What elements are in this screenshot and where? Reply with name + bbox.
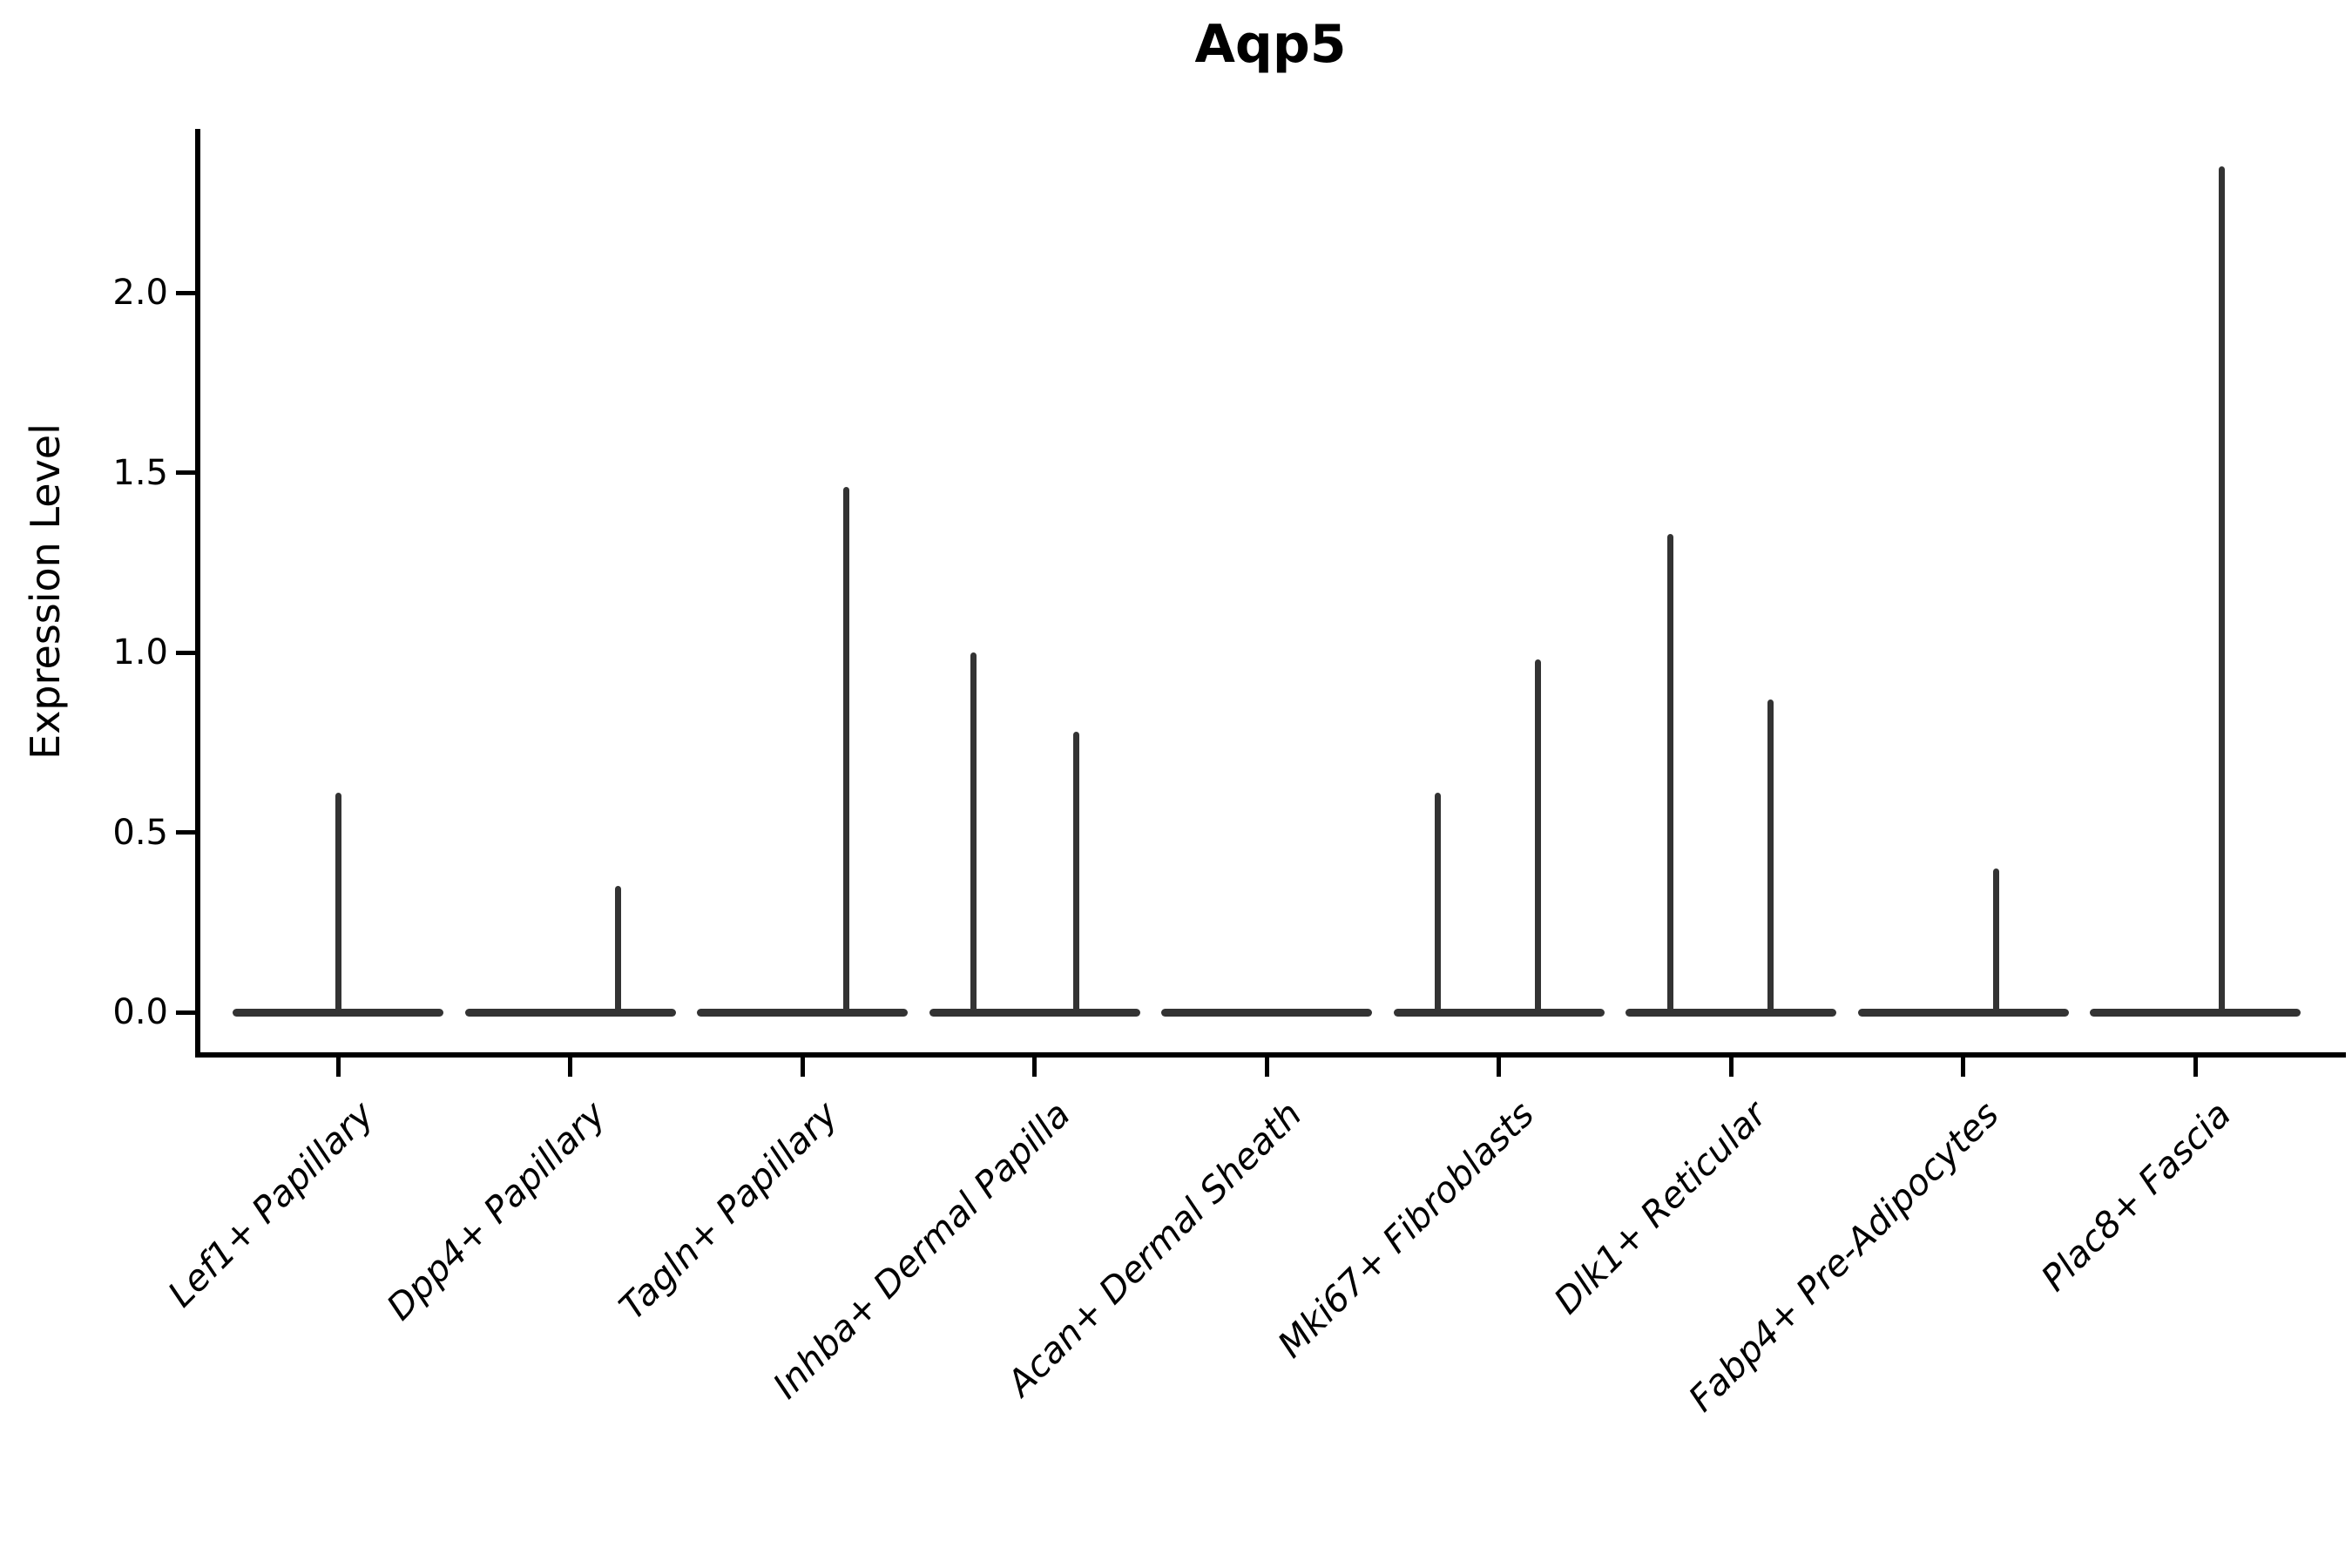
x-tick-mark — [1961, 1058, 1965, 1077]
y-tick-mark — [176, 470, 195, 475]
violin-spike — [1993, 868, 1999, 1012]
violin-spike — [970, 652, 977, 1012]
violin-base — [1161, 1008, 1372, 1017]
violin-base — [2090, 1008, 2301, 1017]
violin-spike — [1435, 793, 1441, 1012]
y-tick-mark — [176, 650, 195, 655]
x-tick-mark — [800, 1058, 805, 1077]
violin-base — [233, 1008, 443, 1017]
violin-base — [1393, 1008, 1605, 1017]
y-tick-mark — [176, 290, 195, 295]
violin-base — [1625, 1008, 1836, 1017]
x-tick-mark — [1728, 1058, 1734, 1077]
x-tick-mark — [1032, 1058, 1037, 1077]
violin-spike — [1073, 731, 1079, 1012]
x-tick-mark — [568, 1058, 572, 1077]
violin-base — [464, 1008, 676, 1017]
violin-spike — [1666, 533, 1673, 1012]
violin-base — [697, 1008, 908, 1017]
violin-spike — [2218, 166, 2225, 1012]
x-tick-label: Tagln+ Papillary — [611, 1093, 846, 1328]
y-tick-mark — [176, 830, 195, 835]
y-tick-label: 0.0 — [112, 992, 168, 1032]
violin-spike — [335, 793, 341, 1012]
y-axis-spine — [195, 129, 200, 1058]
violin-spike — [615, 886, 621, 1012]
x-axis-spine — [195, 1052, 2346, 1058]
x-tick-label: Dpp4+ Papillary — [378, 1093, 614, 1328]
x-tick-label: Mki67+ Fibroblasts — [1269, 1093, 1543, 1366]
violin-spike — [842, 487, 849, 1012]
y-tick-label: 2.0 — [112, 273, 168, 313]
y-tick-label: 1.5 — [112, 452, 168, 493]
y-tick-label: 0.5 — [112, 812, 168, 853]
violin-spike — [1767, 699, 1774, 1012]
x-tick-label: Lef1+ Papillary — [159, 1093, 382, 1315]
x-tick-label: Plac8+ Fascia — [2032, 1093, 2239, 1300]
x-tick-mark — [1264, 1058, 1269, 1077]
y-axis-label: Expression Level — [22, 423, 69, 760]
x-tick-mark — [2193, 1058, 2198, 1077]
y-tick-mark — [176, 1010, 195, 1015]
chart-title: Aqp5 — [1194, 14, 1347, 75]
violin-base — [1857, 1008, 2069, 1017]
violin-spike — [1535, 659, 1541, 1012]
violin-base — [929, 1008, 1140, 1017]
x-tick-label: Dlk1+ Reticular — [1545, 1093, 1774, 1322]
x-tick-mark — [335, 1058, 341, 1077]
y-tick-label: 1.0 — [112, 632, 168, 672]
x-tick-mark — [1497, 1058, 1501, 1077]
